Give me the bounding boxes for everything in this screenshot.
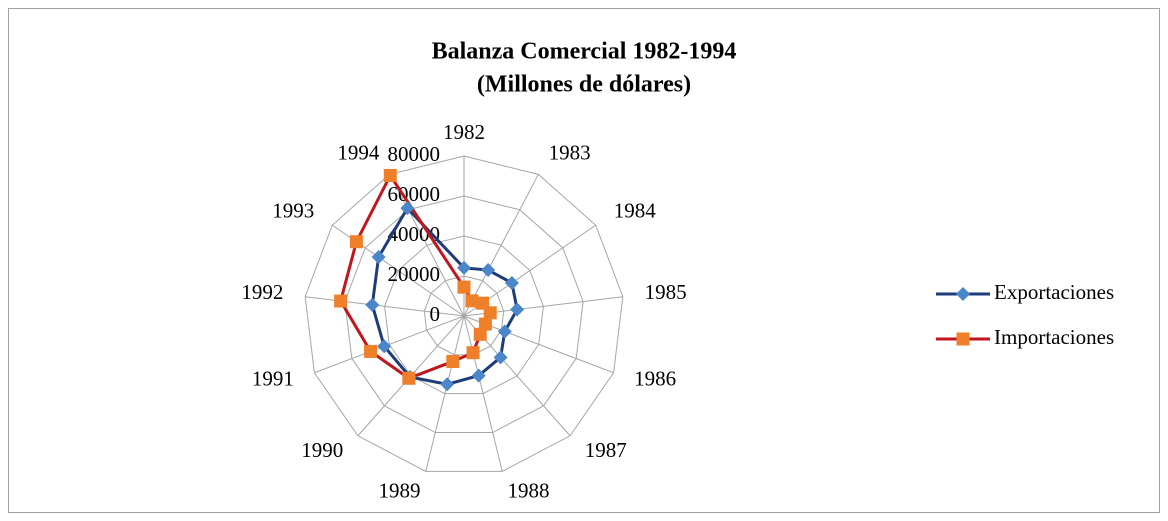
spoke xyxy=(463,315,503,472)
spoke xyxy=(305,296,465,317)
category-label: 1991 xyxy=(252,366,294,390)
category-label: 1989 xyxy=(378,479,420,503)
category-label: 1993 xyxy=(272,198,314,222)
y-tick-label: 80000 xyxy=(388,142,441,166)
data-point xyxy=(483,306,497,320)
legend-label: Importaciones xyxy=(994,325,1114,349)
category-label: 1987 xyxy=(585,438,627,462)
category-label: 1986 xyxy=(634,366,676,390)
data-point xyxy=(504,275,519,290)
category-label: 1983 xyxy=(549,141,591,165)
spoke xyxy=(389,174,465,317)
data-point xyxy=(334,294,348,308)
legend-label: Exportaciones xyxy=(994,280,1114,304)
data-point xyxy=(497,324,512,339)
data-point xyxy=(364,344,378,358)
data-point xyxy=(365,297,380,312)
grid-ring xyxy=(384,235,544,395)
grid-ring xyxy=(423,275,505,356)
category-label: 1990 xyxy=(301,438,343,462)
data-point xyxy=(457,280,471,294)
data-point xyxy=(349,235,363,249)
grid-ring xyxy=(304,155,624,472)
spoke xyxy=(425,315,465,472)
data-point xyxy=(383,168,397,182)
legend-marker xyxy=(956,287,970,301)
chart-subtitle: (Millones de dólares) xyxy=(477,72,691,98)
data-point xyxy=(466,346,480,360)
data-point xyxy=(473,327,487,341)
category-label: 1985 xyxy=(645,280,687,304)
chart-title: Balanza Comercial 1982-1994 xyxy=(432,39,737,65)
chart-border xyxy=(8,8,1160,513)
data-point xyxy=(478,317,492,331)
data-point xyxy=(493,350,508,365)
data-point xyxy=(371,250,386,265)
data-point xyxy=(402,371,416,385)
category-label: 1982 xyxy=(443,120,485,144)
grid-ring xyxy=(344,195,584,434)
data-point xyxy=(440,377,455,392)
data-point xyxy=(400,201,415,216)
data-point xyxy=(457,260,471,275)
data-point xyxy=(465,294,479,308)
data-point xyxy=(510,302,525,317)
category-label: 1988 xyxy=(508,479,550,503)
data-point xyxy=(471,368,486,383)
category-label: 1994 xyxy=(337,141,380,165)
y-tick-label: 0 xyxy=(430,302,441,326)
y-tick-label: 20000 xyxy=(388,262,441,286)
data-point xyxy=(377,339,392,354)
category-label: 1992 xyxy=(241,280,283,304)
spoke xyxy=(463,174,539,317)
data-point xyxy=(481,263,496,278)
legend-marker xyxy=(956,332,970,346)
category-label: 1984 xyxy=(614,198,657,222)
data-point xyxy=(446,354,460,368)
